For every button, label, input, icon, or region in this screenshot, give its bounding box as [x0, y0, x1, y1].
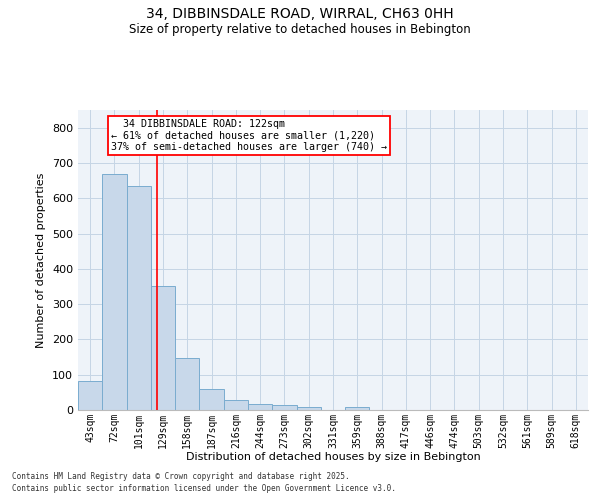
- Bar: [78, 381, 102, 410]
- Y-axis label: Number of detached properties: Number of detached properties: [37, 172, 46, 348]
- Text: 34, DIBBINSDALE ROAD, WIRRAL, CH63 0HH: 34, DIBBINSDALE ROAD, WIRRAL, CH63 0HH: [146, 8, 454, 22]
- Text: Size of property relative to detached houses in Bebington: Size of property relative to detached ho…: [129, 22, 471, 36]
- Bar: [272, 405, 296, 410]
- Bar: [127, 186, 151, 410]
- Bar: [102, 174, 127, 410]
- Text: Distribution of detached houses by size in Bebington: Distribution of detached houses by size …: [185, 452, 481, 462]
- Bar: [151, 286, 175, 410]
- Bar: [296, 407, 321, 410]
- Text: Contains public sector information licensed under the Open Government Licence v3: Contains public sector information licen…: [12, 484, 396, 493]
- Bar: [224, 400, 248, 410]
- Text: Contains HM Land Registry data © Crown copyright and database right 2025.: Contains HM Land Registry data © Crown c…: [12, 472, 350, 481]
- Bar: [248, 404, 272, 410]
- Text: 34 DIBBINSDALE ROAD: 122sqm  
← 61% of detached houses are smaller (1,220)
37% o: 34 DIBBINSDALE ROAD: 122sqm ← 61% of det…: [111, 119, 387, 152]
- Bar: [345, 407, 370, 410]
- Bar: [199, 389, 224, 410]
- Bar: [175, 358, 199, 410]
